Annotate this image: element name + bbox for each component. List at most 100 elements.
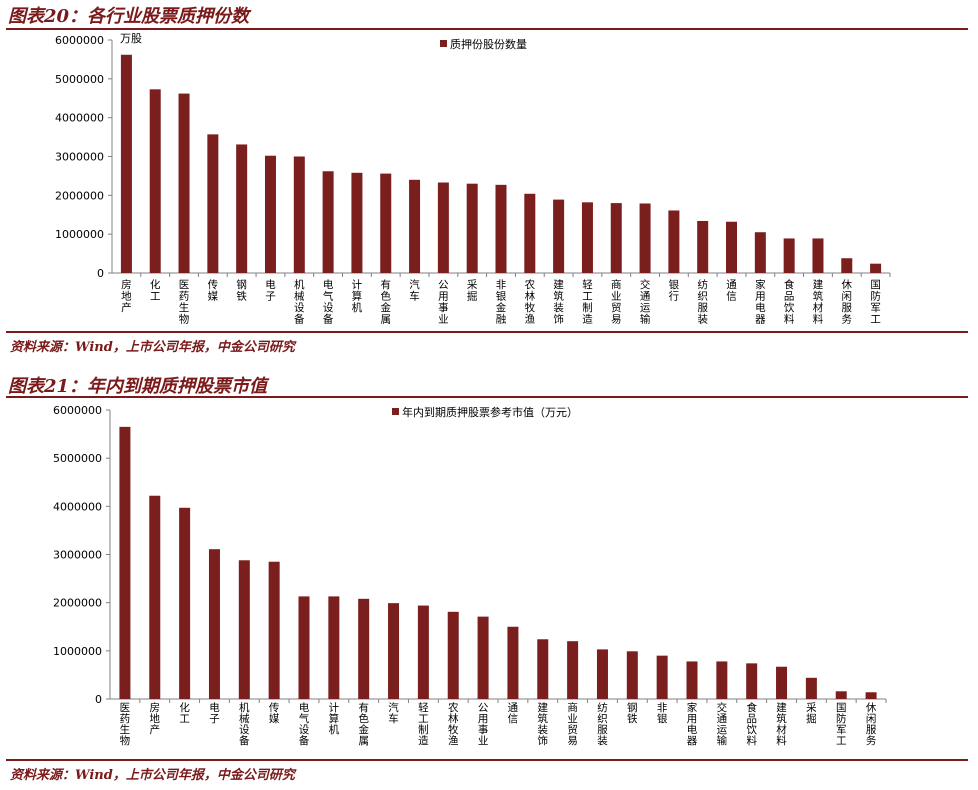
category-label: 公用事业 bbox=[438, 279, 449, 326]
figure-20-top-rule bbox=[6, 28, 968, 30]
category-label: 商业贸易 bbox=[611, 278, 622, 326]
y-unit-label: 万股 bbox=[120, 32, 142, 45]
bar bbox=[351, 172, 363, 273]
bar bbox=[626, 651, 638, 699]
y-tick-label: 1000000 bbox=[55, 228, 104, 241]
bar bbox=[380, 173, 392, 273]
category-label: 传媒 bbox=[208, 279, 219, 303]
category-label: 电气设备 bbox=[299, 701, 310, 747]
y-tick-label: 5000000 bbox=[55, 73, 104, 86]
bar bbox=[610, 203, 622, 273]
bar bbox=[388, 603, 400, 699]
legend-label: 年内到期质押股票参考市值（万元） bbox=[402, 405, 578, 419]
figure-20-title: 图表20：各行业股票质押份数 bbox=[8, 6, 250, 27]
y-tick-label: 0 bbox=[95, 693, 102, 706]
bar bbox=[870, 263, 882, 273]
category-label: 房地产 bbox=[121, 278, 132, 314]
bar bbox=[567, 641, 579, 699]
bar bbox=[783, 238, 795, 273]
category-label: 休闲服务 bbox=[866, 702, 877, 747]
bar bbox=[466, 183, 478, 273]
category-label: 医药生物 bbox=[120, 702, 131, 747]
category-label: 计算机 bbox=[352, 278, 363, 314]
category-label: 建筑装饰 bbox=[553, 278, 564, 326]
bar bbox=[119, 426, 131, 699]
category-label: 电子 bbox=[209, 701, 220, 725]
figure-20-source: 资料来源：Wind，上市公司年报，中金公司研究 bbox=[10, 340, 295, 355]
category-label: 采掘 bbox=[467, 279, 478, 303]
y-tick-label: 3000000 bbox=[53, 549, 102, 562]
bar bbox=[776, 666, 788, 699]
legend-swatch bbox=[440, 40, 447, 47]
category-label: 汽车 bbox=[388, 701, 399, 725]
category-label: 建筑材料 bbox=[813, 278, 824, 326]
bar bbox=[477, 616, 489, 699]
bar bbox=[716, 661, 728, 699]
category-label: 化工 bbox=[179, 701, 190, 725]
category-label: 机械设备 bbox=[294, 278, 305, 326]
bar bbox=[447, 611, 459, 699]
category-label: 轻工制造 bbox=[582, 278, 593, 326]
category-label: 建筑材料 bbox=[776, 701, 787, 747]
category-label: 钢铁 bbox=[627, 701, 638, 725]
bar bbox=[841, 258, 853, 273]
category-label: 非银 bbox=[657, 702, 668, 725]
bar bbox=[149, 89, 161, 273]
bar bbox=[581, 202, 593, 273]
figure-21-bottom-rule bbox=[6, 759, 968, 761]
bar bbox=[207, 134, 219, 273]
y-tick-label: 0 bbox=[97, 267, 104, 280]
y-tick-label: 2000000 bbox=[53, 597, 102, 610]
bar bbox=[264, 155, 276, 273]
category-label: 计算机 bbox=[329, 701, 340, 736]
bar bbox=[322, 171, 334, 273]
bar bbox=[120, 54, 132, 273]
category-label: 国防军工 bbox=[870, 279, 881, 326]
category-label: 家用电器 bbox=[755, 278, 766, 326]
category-label: 电气设备 bbox=[323, 278, 334, 326]
bar bbox=[409, 179, 421, 273]
y-tick-label: 4000000 bbox=[53, 500, 102, 513]
category-label: 商业贸易 bbox=[567, 701, 578, 747]
y-tick-label: 3000000 bbox=[55, 151, 104, 164]
category-label: 休闲服务 bbox=[842, 279, 853, 326]
bar bbox=[268, 561, 280, 699]
bar bbox=[726, 221, 738, 273]
figure-21-source: 资料来源：Wind，上市公司年报，中金公司研究 bbox=[10, 768, 295, 783]
category-label: 有色金属 bbox=[358, 701, 369, 747]
bar bbox=[236, 144, 248, 273]
category-label: 交通运输 bbox=[640, 278, 651, 326]
bar bbox=[686, 661, 698, 699]
category-label: 化工 bbox=[150, 278, 161, 303]
bar bbox=[328, 596, 340, 699]
category-label: 农林牧渔 bbox=[448, 701, 459, 747]
category-label: 非银金融 bbox=[496, 279, 507, 326]
bar bbox=[495, 184, 507, 273]
y-tick-label: 4000000 bbox=[55, 112, 104, 125]
category-label: 房地产 bbox=[150, 701, 161, 736]
bar bbox=[524, 193, 536, 273]
figure-21-chart: 0 1000000 2000000 3000000 4000000 5000000 6000… bbox=[53, 404, 887, 747]
figure-21-title: 图表21：年内到期质押股票市值 bbox=[8, 376, 268, 397]
category-label: 钢铁 bbox=[236, 278, 247, 303]
bar bbox=[507, 626, 519, 699]
bar bbox=[596, 649, 608, 699]
bar bbox=[437, 182, 449, 273]
bar bbox=[149, 495, 161, 699]
y-tick-label: 5000000 bbox=[53, 452, 102, 465]
bar bbox=[668, 210, 680, 273]
y-tick-label: 1000000 bbox=[53, 645, 102, 658]
category-label: 机械设备 bbox=[239, 701, 250, 747]
bar bbox=[639, 203, 651, 273]
category-label: 交通运输 bbox=[717, 701, 728, 747]
bar bbox=[812, 238, 824, 273]
legend-label: 质押份股份数量 bbox=[450, 37, 527, 51]
bar bbox=[835, 691, 847, 699]
bar bbox=[238, 560, 250, 699]
figure-21-top-rule bbox=[6, 396, 968, 398]
bar bbox=[746, 663, 758, 699]
category-label: 公用事业 bbox=[478, 702, 489, 747]
category-label: 纺织服装 bbox=[697, 278, 708, 326]
figure-20-chart: 0 1000000 2000000 3000000 4000000 5000000 6000… bbox=[55, 32, 891, 326]
category-label: 国防军工 bbox=[836, 702, 847, 747]
